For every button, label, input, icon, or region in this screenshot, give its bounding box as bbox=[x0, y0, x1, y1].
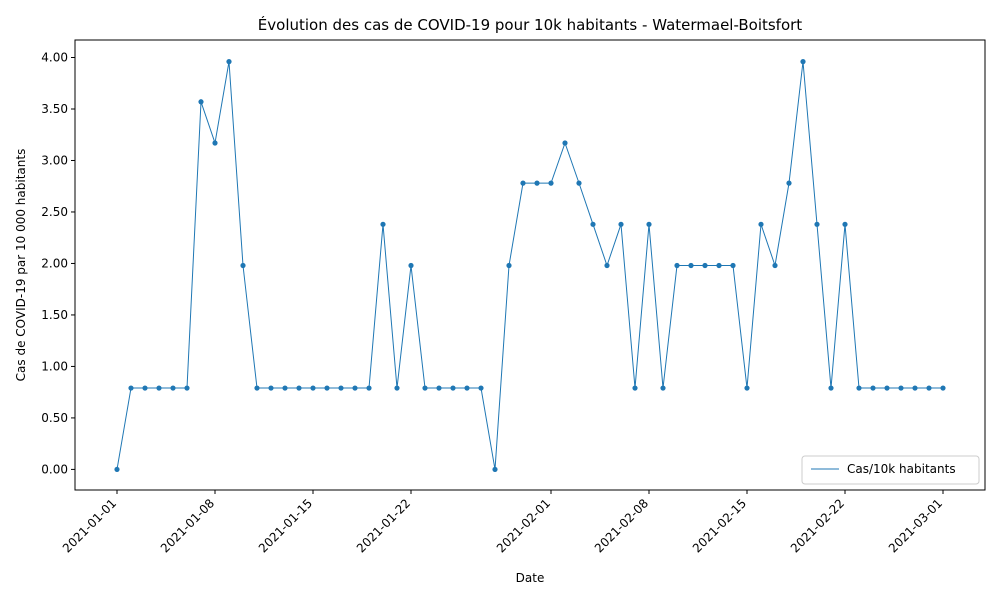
data-point bbox=[380, 221, 386, 227]
y-tick-label: 2.00 bbox=[41, 256, 68, 270]
data-point bbox=[408, 262, 414, 269]
data-point bbox=[758, 221, 764, 227]
x-tick-label: 2021-01-22 bbox=[354, 496, 413, 555]
data-point bbox=[282, 385, 288, 391]
data-point bbox=[842, 221, 848, 227]
data-point bbox=[604, 262, 610, 269]
data-point bbox=[772, 262, 778, 269]
data-point bbox=[464, 385, 470, 391]
data-point bbox=[268, 385, 274, 391]
x-axis-title: Date bbox=[516, 571, 545, 585]
data-point bbox=[660, 385, 666, 391]
y-axis-title: Cas de COVID-19 par 10 000 habitants bbox=[14, 149, 28, 382]
data-point bbox=[324, 385, 330, 391]
data-point bbox=[492, 466, 498, 473]
data-point bbox=[520, 180, 526, 186]
data-point bbox=[912, 385, 918, 391]
data-point bbox=[506, 262, 512, 269]
plot-area bbox=[74, 39, 986, 491]
data-point bbox=[688, 262, 694, 269]
data-point bbox=[576, 180, 582, 186]
data-point bbox=[170, 385, 176, 391]
data-point bbox=[800, 59, 806, 65]
data-point bbox=[646, 221, 652, 227]
data-point bbox=[632, 385, 638, 391]
data-point bbox=[198, 99, 204, 105]
data-point bbox=[674, 262, 680, 269]
data-point bbox=[562, 140, 568, 146]
y-tick-label: 3.50 bbox=[41, 102, 68, 116]
data-point bbox=[926, 385, 932, 391]
legend-box bbox=[801, 455, 980, 485]
data-point bbox=[716, 262, 722, 269]
x-tick-label: 2021-03-01 bbox=[886, 496, 945, 555]
legend-label: Cas/10k habitants bbox=[847, 462, 956, 476]
series-line bbox=[116, 61, 943, 470]
data-point bbox=[828, 385, 834, 391]
data-point bbox=[254, 385, 260, 391]
data-point bbox=[296, 385, 302, 391]
legend: Cas/10k habitants bbox=[801, 455, 980, 485]
x-tick-label: 2021-01-15 bbox=[256, 496, 315, 555]
data-point bbox=[212, 140, 218, 146]
y-tick-label: 4.00 bbox=[41, 51, 68, 65]
x-tick-label: 2021-01-08 bbox=[158, 496, 217, 555]
data-point bbox=[870, 385, 876, 391]
y-tick-label: 0.50 bbox=[41, 411, 68, 425]
y-tick-label: 2.50 bbox=[41, 205, 68, 219]
data-point bbox=[142, 385, 148, 391]
data-point bbox=[156, 385, 162, 391]
data-point bbox=[240, 262, 246, 269]
y-axis: 0.00 0.50 1.00 1.50 2.00 2.50 3.00 3.50 4.00 bbox=[41, 51, 75, 476]
data-point bbox=[450, 385, 456, 391]
data-point bbox=[366, 385, 372, 391]
data-point bbox=[884, 385, 890, 391]
x-tick-label: 2021-02-08 bbox=[592, 496, 651, 555]
data-point bbox=[898, 385, 904, 391]
x-tick-label: 2021-02-15 bbox=[690, 496, 749, 555]
data-point bbox=[534, 180, 540, 186]
series-points bbox=[114, 59, 946, 473]
data-point bbox=[744, 385, 750, 391]
x-tick-label: 2021-02-22 bbox=[788, 496, 847, 555]
data-point bbox=[814, 221, 820, 227]
data-point bbox=[394, 385, 400, 391]
data-point bbox=[114, 466, 120, 473]
chart-title: Évolution des cas de COVID-19 pour 10k h… bbox=[258, 15, 803, 34]
data-point bbox=[730, 262, 736, 269]
y-tick-label: 1.50 bbox=[41, 308, 68, 322]
y-tick-label: 3.00 bbox=[41, 153, 68, 167]
data-point bbox=[310, 385, 316, 391]
y-tick-label: 1.00 bbox=[41, 359, 68, 373]
x-tick-label: 2021-01-01 bbox=[60, 496, 119, 555]
x-axis: 2021-01-01 2021-01-08 2021-01-15 2021-01-22… bbox=[60, 490, 945, 555]
data-point bbox=[184, 385, 190, 391]
y-tick-label: 0.00 bbox=[41, 462, 68, 476]
data-point bbox=[436, 385, 442, 391]
data-point bbox=[618, 221, 624, 227]
data-point bbox=[338, 385, 344, 391]
data-point bbox=[856, 385, 862, 391]
data-point bbox=[128, 385, 134, 391]
data-point bbox=[590, 221, 596, 227]
data-point bbox=[786, 180, 792, 186]
data-point bbox=[422, 385, 428, 391]
data-point bbox=[352, 385, 358, 391]
data-point bbox=[702, 262, 708, 269]
x-tick-label: 2021-02-01 bbox=[494, 496, 553, 555]
data-point bbox=[548, 180, 554, 186]
data-point bbox=[478, 385, 484, 391]
data-point bbox=[940, 385, 946, 391]
data-point bbox=[226, 59, 232, 65]
